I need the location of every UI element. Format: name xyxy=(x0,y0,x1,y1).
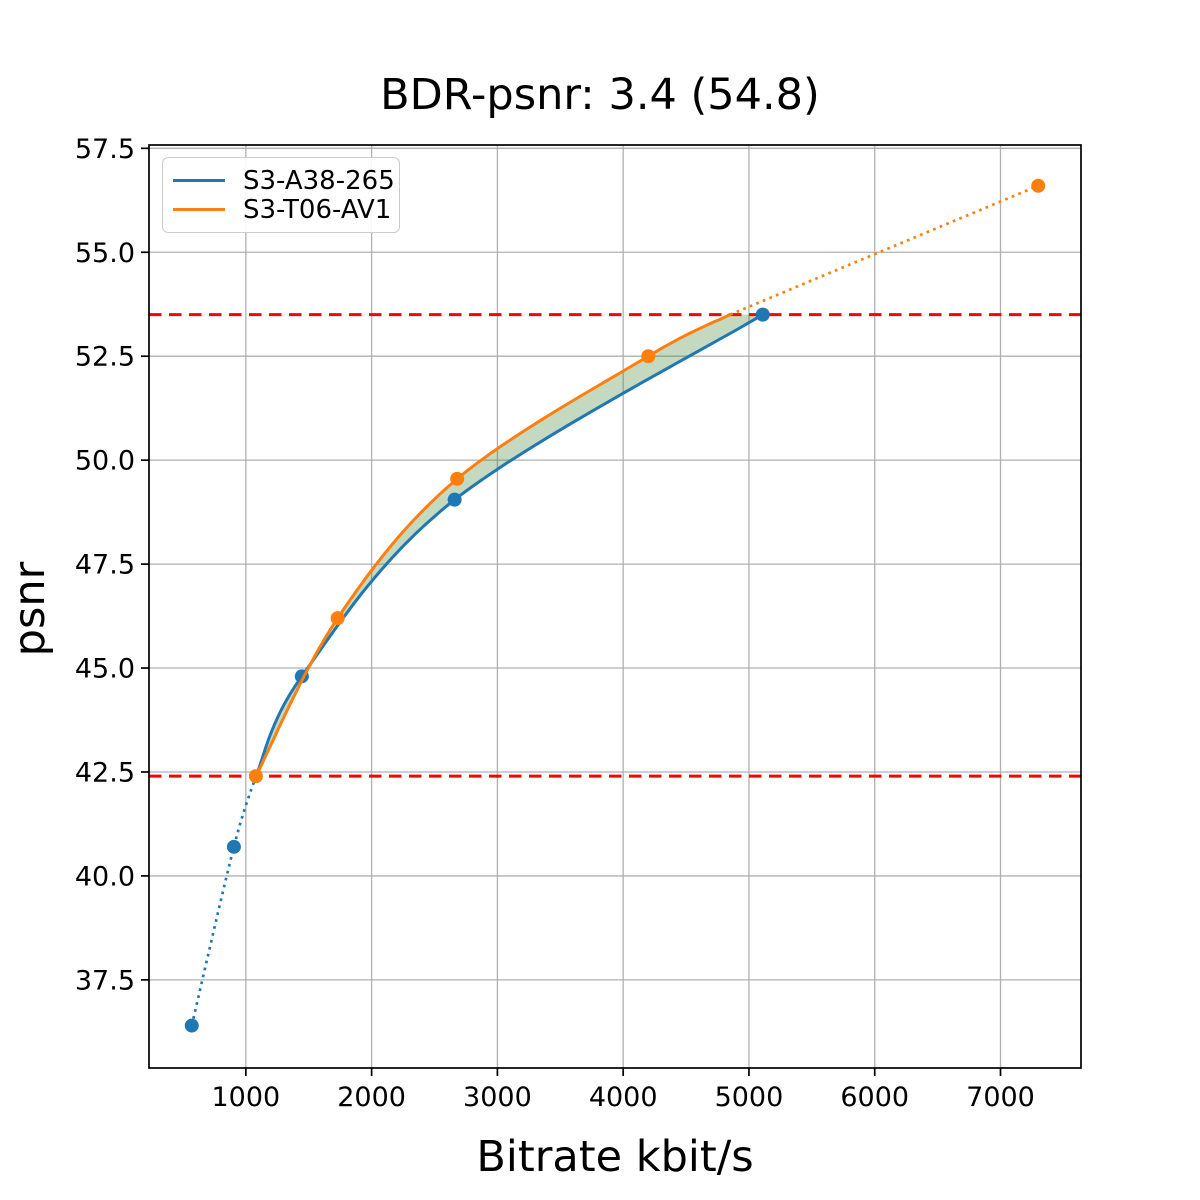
y-tick-label: 45.0 xyxy=(75,654,135,685)
bd-rate-shaded-region xyxy=(255,314,763,777)
data-point-h265 xyxy=(184,1018,199,1033)
y-tick-label: 52.5 xyxy=(75,342,135,373)
x-tick-label: 2000 xyxy=(337,1082,406,1113)
legend-label: S3-T06-AV1 xyxy=(243,194,392,225)
plot-border xyxy=(148,144,1082,1069)
legend-line-swatch-orange xyxy=(173,208,225,211)
y-tick-label: 37.5 xyxy=(75,965,135,996)
y-axis-label: psnr xyxy=(5,561,55,657)
x-tick-label: 3000 xyxy=(463,1082,532,1113)
y-tick-label: 42.5 xyxy=(75,757,135,788)
x-tick-label: 4000 xyxy=(589,1082,658,1113)
y-tick-label: 40.0 xyxy=(75,861,135,892)
legend: S3-A38-265 S3-T06-AV1 xyxy=(162,157,400,233)
x-tick-label: 7000 xyxy=(966,1082,1035,1113)
y-tick-label: 57.5 xyxy=(75,134,135,165)
data-point-av1 xyxy=(1031,178,1046,193)
x-tick-label: 1000 xyxy=(211,1082,280,1113)
data-point-h265 xyxy=(226,839,241,854)
y-tick-label: 55.0 xyxy=(75,238,135,269)
y-tick-label: 50.0 xyxy=(75,446,135,477)
curve-solid-h265 xyxy=(254,313,764,777)
curve-dotted-av1 xyxy=(729,184,1039,316)
data-point-h265 xyxy=(447,492,462,507)
data-point-h265 xyxy=(755,307,770,322)
data-point-av1 xyxy=(641,349,656,364)
data-point-av1 xyxy=(248,769,263,784)
data-point-av1 xyxy=(450,471,465,486)
data-point-av1 xyxy=(330,611,345,626)
legend-line-swatch-blue xyxy=(173,179,225,182)
x-axis-label: Bitrate kbit/s xyxy=(476,1132,754,1182)
y-tick-label: 47.5 xyxy=(75,550,135,581)
x-tick-label: 5000 xyxy=(715,1082,784,1113)
chart-title: BDR-psnr: 3.4 (54.8) xyxy=(380,70,820,120)
curve-dotted-h265 xyxy=(190,775,258,1026)
legend-label: S3-A38-265 xyxy=(243,165,395,196)
curve-solid-av1 xyxy=(254,313,731,777)
legend-entry-s3-t06-av1: S3-T06-AV1 xyxy=(173,195,391,225)
x-tick-label: 6000 xyxy=(840,1082,909,1113)
legend-entry-s3-a38-265: S3-A38-265 xyxy=(173,166,395,196)
